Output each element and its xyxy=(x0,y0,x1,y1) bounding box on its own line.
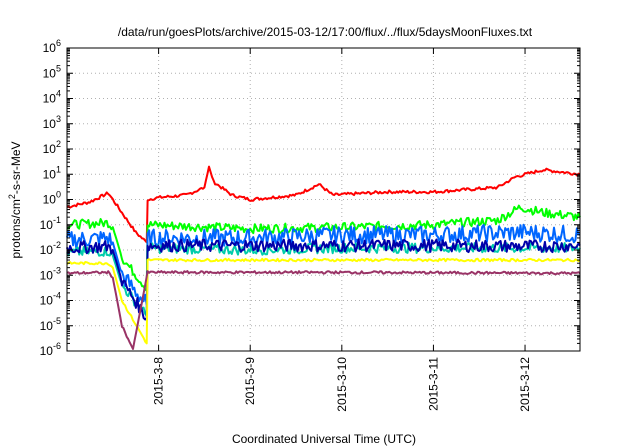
grid xyxy=(67,48,580,351)
y-tick-label-base: 10 xyxy=(43,117,57,131)
y-tick-label-exp: -2 xyxy=(53,240,61,250)
y-tick-label-base: 10 xyxy=(40,243,54,257)
x-tick-label: 2015-3-11 xyxy=(426,357,440,411)
y-tick-label-exp: 0 xyxy=(56,190,61,200)
y-axis-label-rest: -s-sr-MeV xyxy=(9,141,23,194)
y-tick-label-exp: 3 xyxy=(56,114,61,124)
x-axis-label: Coordinated Universal Time (UTC) xyxy=(232,432,416,446)
y-tick-label-base: 10 xyxy=(43,167,57,181)
y-tick-label-base: 10 xyxy=(40,319,54,333)
y-tick-label: 103 xyxy=(43,114,61,131)
y-tick-label-base: 10 xyxy=(43,66,57,80)
y-tick-label: 10-6 xyxy=(40,341,61,358)
y-tick-label: 10-2 xyxy=(40,240,61,257)
y-tick-label: 105 xyxy=(43,63,61,80)
y-tick-label-exp: 4 xyxy=(56,89,61,99)
y-axis-label-exp: 2 xyxy=(7,194,17,199)
series-line-6 xyxy=(66,257,581,345)
y-axis: 10-610-510-410-310-210-11001011021031041… xyxy=(40,38,580,358)
y-tick-label-base: 10 xyxy=(43,193,57,207)
y-tick-label: 10-1 xyxy=(40,215,61,232)
x-tick-label: 2015-3-12 xyxy=(518,357,532,412)
y-tick-label: 104 xyxy=(43,89,61,106)
y-tick-label: 102 xyxy=(43,139,61,156)
y-tick-label: 10-5 xyxy=(40,316,61,333)
series-line-7 xyxy=(66,270,581,350)
y-tick-label-exp: -1 xyxy=(53,215,61,225)
y-tick-label-base: 10 xyxy=(40,344,54,358)
y-tick-label: 106 xyxy=(43,38,61,55)
y-tick-label-base: 10 xyxy=(40,218,54,232)
y-axis-label-base: protons/cm xyxy=(9,199,23,258)
y-tick-label-exp: 5 xyxy=(56,63,61,73)
series-line-1 xyxy=(66,165,581,244)
x-axis: 2015-3-8 2015-3-9 2015-3-10 2015-3-11 2015-3… xyxy=(152,48,532,412)
y-tick-label-exp: -6 xyxy=(53,341,61,351)
y-tick-label-exp: 1 xyxy=(56,164,61,174)
y-tick-label-base: 10 xyxy=(43,41,57,55)
series-line-2 xyxy=(67,204,581,292)
x-tick-label: 2015-3-9 xyxy=(243,357,257,405)
y-tick-label: 100 xyxy=(43,190,61,207)
y-tick-label-exp: 6 xyxy=(56,38,61,48)
y-tick-label-exp: -5 xyxy=(53,316,61,326)
y-tick-label-exp: -4 xyxy=(53,291,61,301)
y-tick-label-base: 10 xyxy=(43,142,57,156)
y-tick-label: 10-4 xyxy=(40,291,61,308)
x-tick-label: 2015-3-8 xyxy=(152,357,166,405)
series-line-4 xyxy=(66,242,581,317)
series-line-5 xyxy=(66,238,581,321)
y-tick-label: 101 xyxy=(43,164,61,181)
y-tick-label-base: 10 xyxy=(40,294,54,308)
y-axis-label: protons/cm2-s-sr-MeV xyxy=(7,141,23,258)
series-group xyxy=(66,165,581,350)
y-tick-label-base: 10 xyxy=(43,92,57,106)
y-tick-label-exp: 2 xyxy=(56,139,61,149)
y-tick-label: 10-3 xyxy=(40,265,61,282)
y-tick-label-base: 10 xyxy=(40,268,54,282)
y-tick-label-exp: -3 xyxy=(53,265,61,275)
x-tick-label: 2015-3-10 xyxy=(335,357,349,412)
chart-title: /data/run/goesPlots/archive/2015-03-12/1… xyxy=(118,25,533,39)
